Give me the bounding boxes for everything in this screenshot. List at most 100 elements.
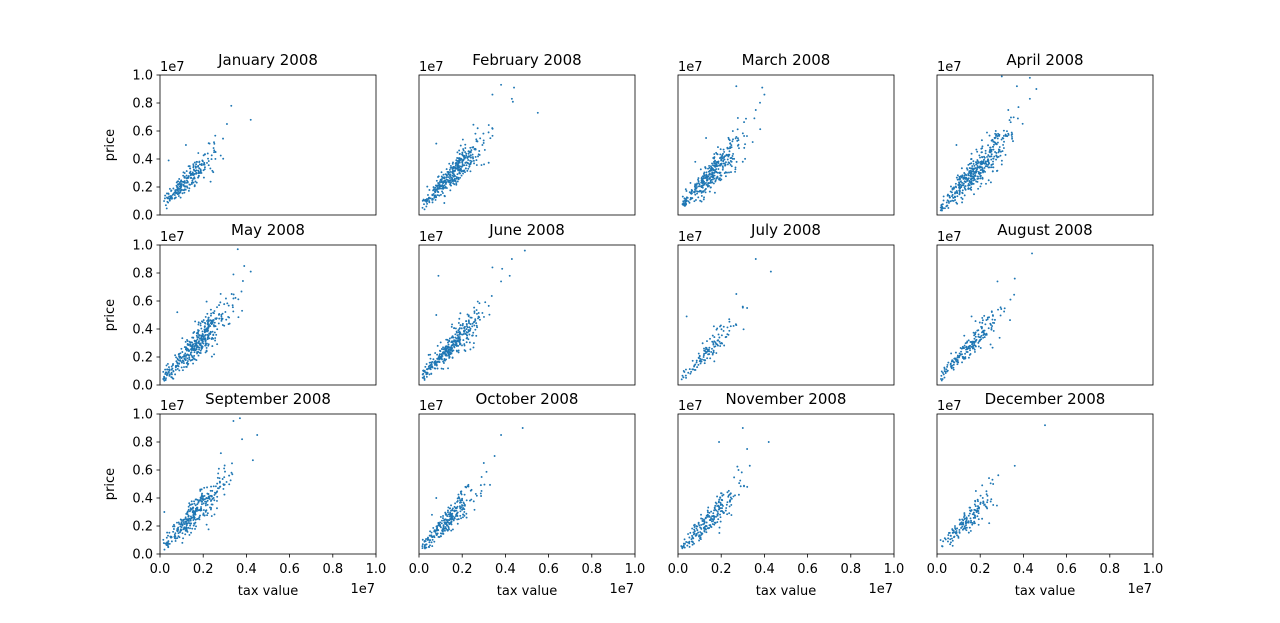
data-point bbox=[454, 179, 457, 182]
data-point bbox=[721, 168, 724, 171]
data-point bbox=[717, 146, 719, 149]
data-point bbox=[980, 139, 983, 142]
data-point bbox=[718, 526, 721, 529]
data-point bbox=[194, 521, 197, 524]
data-point bbox=[423, 539, 426, 542]
data-point bbox=[181, 351, 184, 353]
data-point bbox=[687, 533, 690, 535]
data-point bbox=[165, 536, 168, 539]
data-point bbox=[176, 358, 179, 361]
data-point bbox=[213, 141, 215, 144]
data-point bbox=[190, 500, 193, 503]
data-point bbox=[170, 373, 173, 376]
data-point bbox=[992, 166, 995, 169]
data-point bbox=[711, 523, 714, 525]
data-point bbox=[200, 509, 203, 512]
data-point bbox=[426, 199, 429, 202]
data-point bbox=[185, 170, 188, 173]
data-point bbox=[456, 334, 459, 337]
data-point bbox=[967, 514, 970, 517]
data-point bbox=[170, 376, 173, 379]
data-point bbox=[213, 353, 216, 356]
y-multiplier: 1e7 bbox=[678, 399, 703, 414]
data-point bbox=[989, 343, 992, 346]
data-point bbox=[720, 156, 723, 159]
data-point bbox=[693, 542, 695, 545]
data-point bbox=[736, 137, 739, 140]
data-point bbox=[688, 536, 691, 539]
data-point bbox=[513, 86, 515, 89]
data-point bbox=[681, 547, 684, 550]
data-point bbox=[979, 185, 982, 188]
data-point bbox=[451, 170, 454, 173]
data-point bbox=[204, 328, 207, 331]
data-point bbox=[197, 165, 199, 168]
data-point bbox=[954, 531, 957, 534]
data-point bbox=[973, 172, 976, 175]
data-point bbox=[449, 512, 452, 515]
data-point bbox=[182, 355, 184, 358]
data-point bbox=[458, 152, 461, 155]
subplot-title: July 2008 bbox=[750, 221, 821, 239]
data-point bbox=[708, 524, 711, 527]
data-point bbox=[726, 146, 729, 149]
subplot-title: September 2008 bbox=[205, 390, 331, 408]
data-point bbox=[510, 97, 513, 100]
data-point bbox=[997, 474, 1000, 477]
data-point bbox=[992, 160, 994, 163]
data-point bbox=[455, 177, 458, 180]
data-point bbox=[450, 504, 452, 507]
data-point bbox=[201, 330, 204, 333]
data-point bbox=[223, 483, 226, 486]
data-point bbox=[198, 334, 201, 337]
data-point bbox=[189, 173, 192, 176]
data-point bbox=[189, 359, 192, 362]
data-point bbox=[954, 196, 957, 199]
data-point bbox=[199, 352, 202, 355]
data-point bbox=[987, 163, 990, 166]
data-point bbox=[977, 505, 979, 508]
data-point bbox=[232, 273, 235, 276]
data-point bbox=[191, 516, 194, 519]
data-point bbox=[706, 515, 709, 518]
data-point bbox=[967, 521, 970, 524]
data-point bbox=[183, 181, 186, 184]
data-point bbox=[995, 155, 998, 158]
y-tick-label: 0.0 bbox=[132, 379, 153, 394]
data-point bbox=[702, 520, 705, 523]
data-point bbox=[987, 327, 990, 330]
data-point bbox=[971, 165, 974, 167]
data-point bbox=[997, 308, 999, 311]
data-point bbox=[992, 314, 994, 317]
data-point bbox=[184, 352, 187, 355]
data-point bbox=[195, 339, 198, 342]
data-point bbox=[740, 471, 743, 474]
y-tick-label: 0.6 bbox=[132, 295, 153, 310]
data-point bbox=[977, 523, 980, 526]
data-point bbox=[708, 511, 711, 514]
data-point bbox=[952, 366, 955, 369]
data-point bbox=[458, 505, 461, 508]
data-point bbox=[722, 152, 724, 155]
data-point bbox=[709, 176, 711, 179]
data-point bbox=[717, 500, 720, 503]
data-point bbox=[981, 330, 984, 333]
data-point bbox=[459, 169, 461, 172]
data-point bbox=[181, 369, 184, 372]
data-point bbox=[1000, 308, 1003, 310]
data-point bbox=[207, 343, 210, 346]
data-point bbox=[954, 185, 957, 188]
data-point bbox=[224, 470, 226, 473]
data-point bbox=[447, 525, 450, 528]
data-point bbox=[716, 160, 719, 163]
data-point bbox=[477, 317, 479, 320]
data-point bbox=[167, 201, 170, 204]
data-point bbox=[969, 175, 972, 178]
data-point bbox=[731, 155, 734, 157]
data-point bbox=[989, 149, 992, 152]
data-point bbox=[201, 321, 204, 323]
data-point bbox=[479, 492, 482, 495]
data-point bbox=[201, 341, 204, 344]
data-point bbox=[448, 174, 451, 177]
